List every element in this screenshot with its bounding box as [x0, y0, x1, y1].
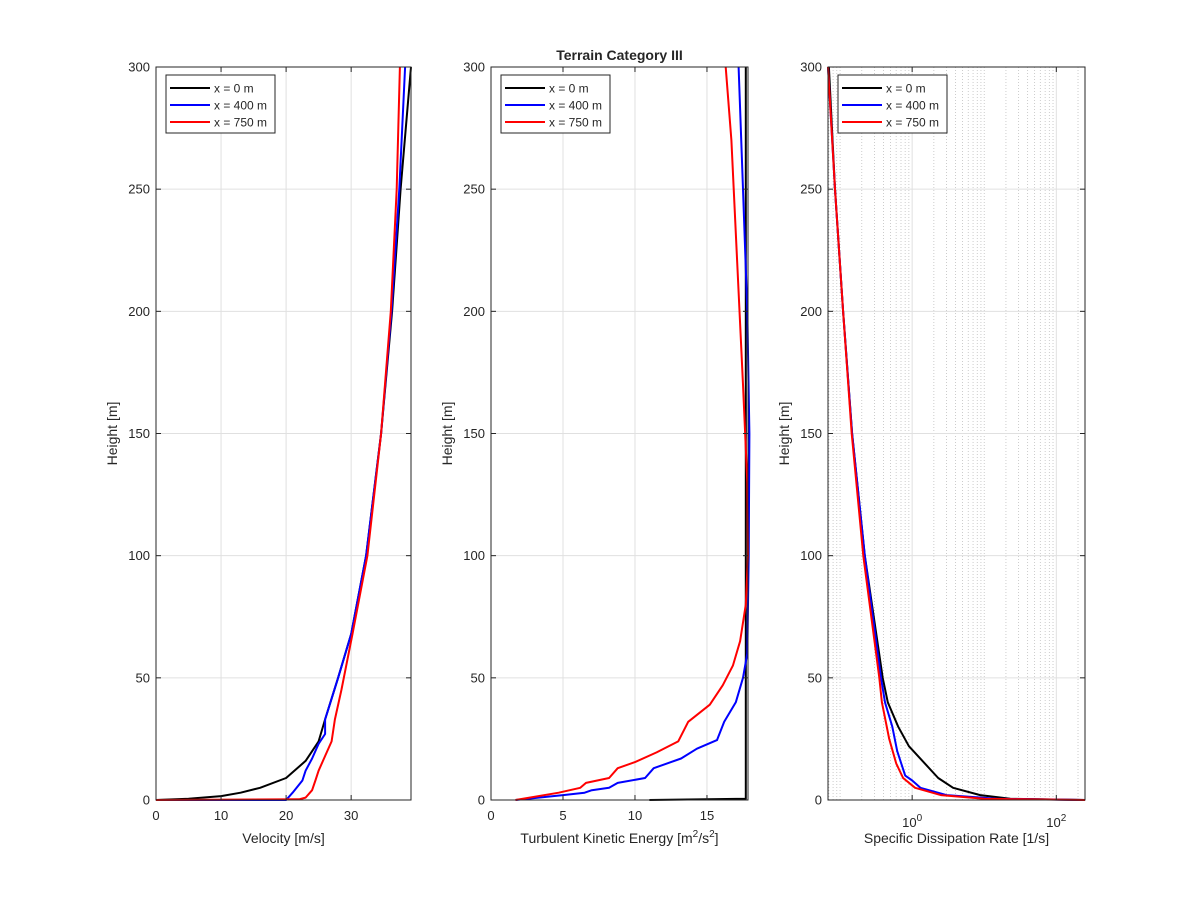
legend-label: x = 400 m [886, 99, 939, 113]
legend-label: x = 0 m [549, 82, 589, 96]
x-tick-label: 0 [487, 808, 494, 823]
y-tick-label: 250 [463, 182, 485, 197]
legend-box [837, 74, 948, 134]
x-tick-label: 15 [700, 808, 714, 823]
legend-label: x = 0 m [886, 82, 926, 96]
y-tick-label: 150 [800, 426, 822, 441]
x-tick-label: 102 [1046, 813, 1066, 830]
legend-label: x = 750 m [214, 116, 267, 130]
legend-label: x = 400 m [549, 99, 602, 113]
x-tick-label: 30 [344, 808, 358, 823]
y-tick-label: 150 [128, 426, 150, 441]
y-tick-label: 0 [143, 793, 150, 808]
series-line-3 [155, 66, 401, 801]
x-tick-label: 0 [152, 808, 159, 823]
y-axis-label: Height [m] [776, 402, 792, 466]
series-line-2 [515, 66, 751, 801]
chart-title: Terrain Category III [556, 47, 683, 63]
x-axis-label: Turbulent Kinetic Energy [m2/s2] [520, 829, 718, 846]
x-axis-label: Specific Dissipation Rate [1/s] [864, 830, 1049, 846]
legend-label: x = 750 m [549, 116, 602, 130]
y-tick-label: 50 [808, 670, 822, 685]
y-tick-label: 200 [800, 304, 822, 319]
y-tick-label: 100 [463, 548, 485, 563]
y-tick-label: 0 [815, 793, 822, 808]
y-tick-label: 200 [463, 304, 485, 319]
x-tick-label: 10 [628, 808, 642, 823]
legend: x = 0 m x = 400 m x = 750 m [165, 74, 276, 134]
legend-label: x = 400 m [214, 99, 267, 113]
x-tick-label: 100 [902, 813, 922, 830]
y-tick-label: 50 [471, 670, 485, 685]
x-tick-label: 5 [559, 808, 566, 823]
legend-label: x = 0 m [214, 82, 254, 96]
y-tick-label: 100 [128, 548, 150, 563]
x-tick-label: 20 [279, 808, 293, 823]
y-tick-label: 300 [800, 60, 822, 75]
y-tick-label: 100 [800, 548, 822, 563]
y-tick-label: 300 [128, 60, 150, 75]
y-tick-label: 50 [136, 670, 150, 685]
series-line-3 [515, 66, 749, 801]
legend-label: x = 750 m [886, 116, 939, 130]
subplot-3: 100 102 0 50 100 150 200 250 300 Specific Dissipa… [776, 60, 1086, 846]
x-axis-label: Velocity [m/s] [242, 830, 324, 846]
series-line-3 [827, 66, 1086, 801]
y-tick-label: 300 [463, 60, 485, 75]
y-tick-label: 0 [478, 793, 485, 808]
y-tick-label: 200 [128, 304, 150, 319]
y-tick-label: 250 [800, 182, 822, 197]
legend: x = 0 m x = 400 m x = 750 m [500, 74, 611, 134]
y-tick-label: 150 [463, 426, 485, 441]
x-tick-label: 10 [214, 808, 228, 823]
y-axis-label: Height [m] [104, 402, 120, 466]
y-tick-label: 250 [128, 182, 150, 197]
y-axis-label: Height [m] [439, 402, 455, 466]
legend: x = 0 m x = 400 m x = 750 m [837, 74, 948, 134]
